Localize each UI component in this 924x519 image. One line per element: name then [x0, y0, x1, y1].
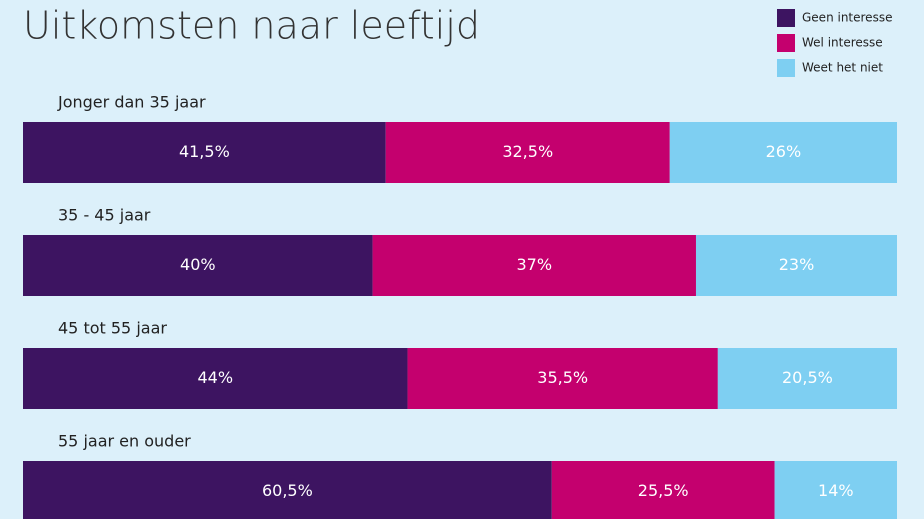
category-label: 35 - 45 jaar — [58, 206, 151, 225]
bar-segment — [695, 235, 897, 296]
legend-label: Weet het niet — [802, 61, 883, 75]
legend-swatch — [777, 59, 795, 77]
value-label: 60,5% — [262, 481, 313, 500]
value-label: 44% — [197, 368, 233, 387]
value-label: 14% — [818, 481, 854, 500]
category-label: Jonger dan 35 jaar — [57, 93, 206, 112]
bar-segment — [385, 122, 670, 183]
value-label: 35,5% — [537, 368, 588, 387]
value-label: 25,5% — [638, 481, 689, 500]
category-label: 45 tot 55 jaar — [58, 319, 167, 338]
value-label: 32,5% — [502, 142, 553, 161]
legend-swatch — [777, 34, 795, 52]
category-label: 55 jaar en ouder — [58, 432, 191, 451]
chart-title: Uitkomsten naar leeftijd — [23, 4, 480, 48]
value-label: 40% — [180, 255, 216, 274]
bar-segment — [669, 122, 897, 183]
value-label: 26% — [766, 142, 802, 161]
bar-segment — [372, 235, 696, 296]
legend-label: Geen interesse — [802, 11, 892, 25]
legend-label: Wel interesse — [802, 36, 883, 50]
bar-segment — [23, 235, 373, 296]
bar-segment — [23, 348, 408, 409]
bar-segment — [774, 461, 897, 519]
bar-segment — [717, 348, 897, 409]
bar-segment — [23, 461, 552, 519]
value-label: 37% — [517, 255, 553, 274]
value-label: 41,5% — [179, 142, 230, 161]
bar-segment — [551, 461, 775, 519]
bar-segment — [23, 122, 386, 183]
legend-swatch — [777, 9, 795, 27]
value-label: 23% — [779, 255, 815, 274]
bar-segment — [407, 348, 718, 409]
value-label: 20,5% — [782, 368, 833, 387]
